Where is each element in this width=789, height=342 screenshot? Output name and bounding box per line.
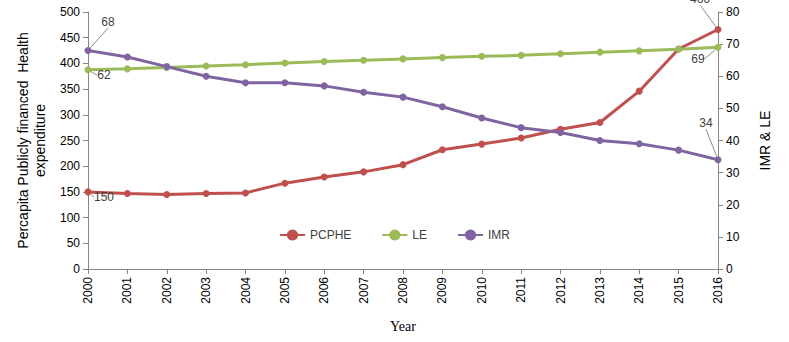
svg-text:2007: 2007 — [357, 277, 371, 304]
svg-text:20: 20 — [726, 198, 740, 212]
svg-text:IMR & LE: IMR & LE — [757, 111, 773, 171]
svg-text:2010: 2010 — [475, 277, 489, 304]
svg-text:2001: 2001 — [120, 277, 134, 304]
svg-text:2004: 2004 — [239, 277, 253, 304]
svg-text:62: 62 — [97, 68, 111, 82]
svg-text:200: 200 — [60, 159, 80, 173]
svg-text:Percapita Publicly financed H: Percapita Publicly financed Health — [15, 32, 31, 248]
svg-text:2011: 2011 — [514, 277, 528, 303]
svg-text:30: 30 — [726, 166, 740, 180]
svg-text:2016: 2016 — [711, 277, 725, 304]
svg-text:2015: 2015 — [672, 277, 686, 304]
svg-text:Year: Year — [390, 319, 416, 334]
svg-text:69: 69 — [691, 52, 705, 66]
svg-text:500: 500 — [60, 5, 80, 19]
svg-text:2000: 2000 — [81, 277, 95, 304]
svg-text:2012: 2012 — [554, 277, 568, 304]
svg-text:400: 400 — [60, 56, 80, 70]
svg-text:350: 350 — [60, 82, 80, 96]
svg-text:10: 10 — [726, 230, 740, 244]
svg-text:68: 68 — [101, 15, 115, 29]
svg-text:2006: 2006 — [317, 277, 331, 304]
svg-text:expenditure: expenditure — [32, 104, 48, 177]
svg-text:450: 450 — [60, 31, 80, 45]
svg-text:2009: 2009 — [435, 277, 449, 304]
svg-text:2002: 2002 — [160, 277, 174, 304]
svg-text:2008: 2008 — [396, 277, 410, 304]
svg-text:34: 34 — [699, 116, 713, 130]
svg-text:466: 466 — [690, 0, 710, 6]
svg-text:60: 60 — [726, 69, 740, 83]
svg-text:50: 50 — [67, 236, 81, 250]
svg-text:50: 50 — [726, 101, 740, 115]
svg-text:80: 80 — [726, 5, 740, 19]
svg-text:40: 40 — [726, 134, 740, 148]
svg-text:2003: 2003 — [199, 277, 213, 304]
svg-text:2005: 2005 — [278, 277, 292, 304]
svg-text:150: 150 — [94, 190, 114, 204]
svg-text:2014: 2014 — [632, 277, 646, 304]
svg-text:0: 0 — [73, 262, 80, 276]
svg-text:2013: 2013 — [593, 277, 607, 304]
svg-text:100: 100 — [60, 211, 80, 225]
svg-text:PCPHE: PCPHE — [310, 228, 351, 242]
svg-text:LE: LE — [412, 228, 427, 242]
svg-text:300: 300 — [60, 108, 80, 122]
svg-text:0: 0 — [726, 262, 733, 276]
svg-text:70: 70 — [726, 37, 740, 51]
svg-text:150: 150 — [60, 185, 80, 199]
svg-text:250: 250 — [60, 134, 80, 148]
svg-text:IMR: IMR — [488, 228, 510, 242]
